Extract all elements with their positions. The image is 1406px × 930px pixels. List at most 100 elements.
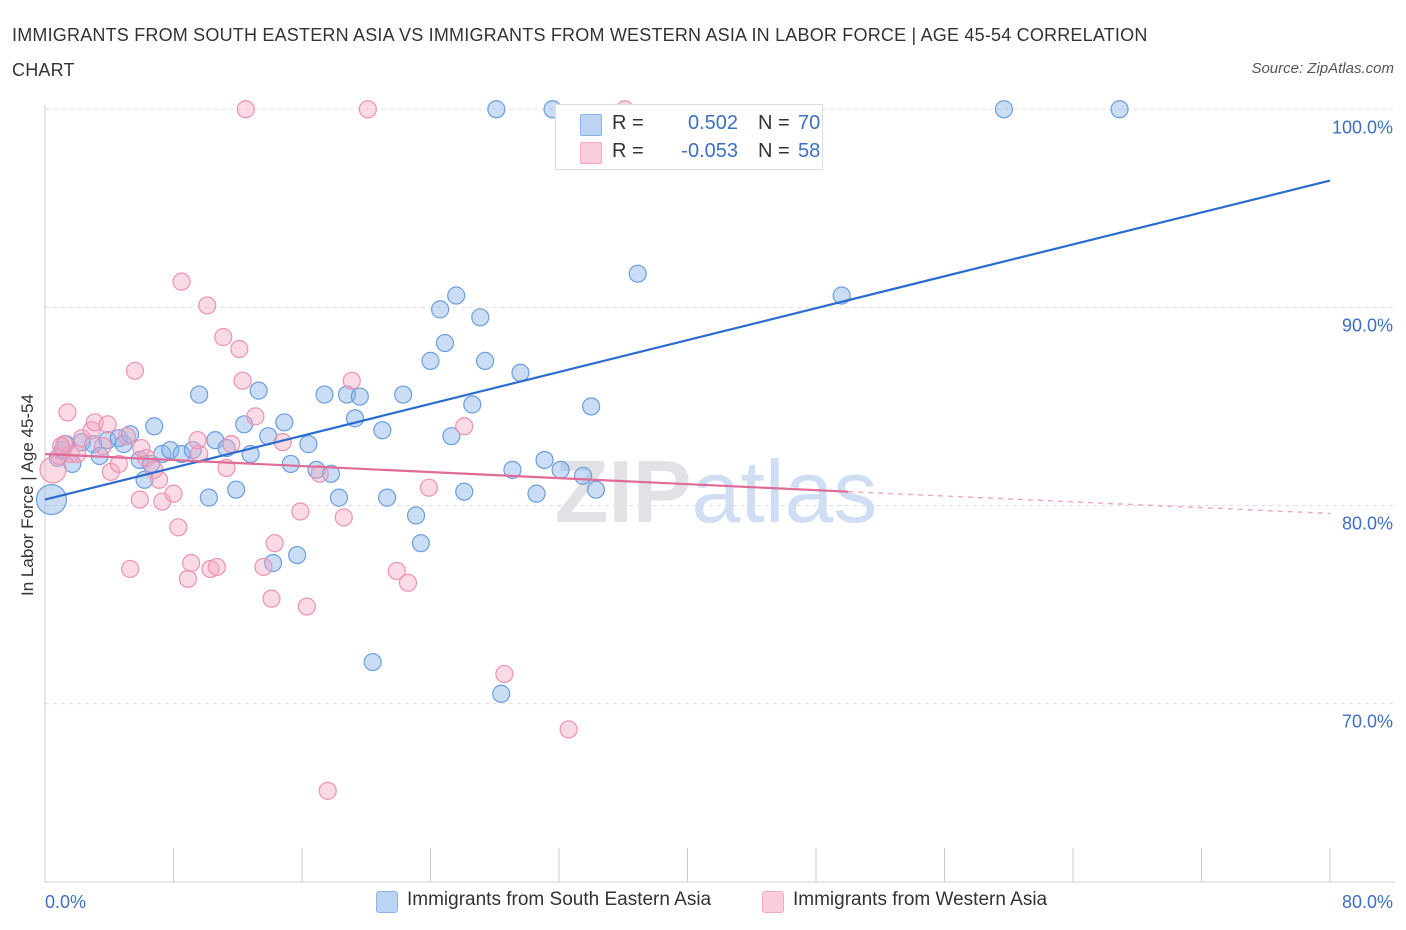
data-point-south-eastern-asia: [455, 482, 474, 501]
data-point-south-eastern-asia: [573, 466, 593, 485]
data-point-south-eastern-asia: [315, 385, 334, 404]
trend-line-south-eastern-asia: [44, 179, 1331, 501]
data-point-south-eastern-asia: [411, 534, 430, 553]
legend-swatch-pink: [580, 142, 602, 164]
data-point-western-asia: [98, 415, 117, 434]
data-point-western-asia: [109, 454, 128, 474]
data-point-western-asia: [190, 444, 209, 464]
legend-n-label: N =: [758, 140, 796, 162]
chart-title: IMMIGRANTS FROM SOUTH EASTERN ASIA VS IM…: [12, 25, 1148, 80]
data-point-south-eastern-asia: [227, 480, 246, 499]
legend-swatch-blue: [580, 114, 602, 136]
legend-r-value: 0.502: [687, 112, 738, 134]
data-point-south-eastern-asia: [535, 450, 554, 470]
tick-labels: 70.0% 80.0% 90.0% 100.0% 0.0% 80.0%: [45, 117, 1393, 912]
legend-n-value: 58: [798, 140, 821, 162]
data-point-western-asia: [51, 436, 71, 456]
data-point-south-eastern-asia: [394, 385, 413, 404]
data-point-western-asia: [172, 272, 191, 291]
bottom-legend-label: Immigrants from South Eastern Asia: [407, 889, 712, 910]
data-point-western-asia: [130, 490, 149, 509]
data-point-western-asia: [559, 720, 578, 739]
legend-row-western-asia: R = -0.053 N = 58: [580, 140, 820, 166]
data-point-western-asia: [262, 589, 281, 608]
trend-lines: [44, 179, 1331, 515]
data-point-western-asia: [230, 339, 249, 359]
series-south-eastern-asia-points: [35, 100, 1129, 703]
data-point-south-eastern-asia: [435, 333, 455, 353]
grid-lines: [45, 108, 1395, 705]
y-tick-label: 100.0%: [1332, 117, 1393, 137]
legend-r-label: R =: [612, 112, 650, 134]
y-axis-label: In Labor Force | Age 45-54: [18, 394, 37, 596]
data-point-western-asia: [188, 431, 207, 450]
data-point-western-asia: [291, 502, 310, 521]
data-point-south-eastern-asia: [299, 435, 318, 454]
legend-row-south-eastern-asia: R = 0.502 N = 70: [580, 112, 820, 138]
data-point-south-eastern-asia: [35, 483, 68, 516]
data-point-south-eastern-asia: [1110, 100, 1129, 119]
bottom-legend-swatch-pink: [762, 891, 784, 913]
bottom-legend-label: Immigrants from Western Asia: [793, 889, 1048, 910]
data-point-south-eastern-asia: [363, 652, 382, 672]
data-point-western-asia: [58, 403, 77, 422]
data-point-south-eastern-asia: [145, 417, 164, 436]
data-point-south-eastern-asia: [161, 440, 180, 460]
data-point-western-asia: [222, 435, 241, 454]
x-tick-label: 0.0%: [45, 892, 86, 912]
legend-n-value: 70: [798, 112, 821, 134]
data-point-western-asia: [207, 557, 226, 577]
data-point-western-asia: [455, 417, 474, 436]
data-point-south-eastern-asia: [586, 480, 606, 499]
data-point-south-eastern-asia: [72, 433, 92, 452]
legend-r-value: -0.053: [681, 140, 738, 162]
data-point-western-asia: [132, 438, 151, 458]
correlation-legend: R = 0.502 N = 70 R = -0.053 N = 58: [555, 104, 823, 170]
data-point-western-asia: [214, 328, 233, 347]
data-point-western-asia: [198, 296, 217, 315]
trend-line-western-asia: [44, 452, 849, 493]
data-point-south-eastern-asia: [378, 488, 397, 507]
data-point-south-eastern-asia: [431, 300, 450, 319]
data-point-western-asia: [387, 561, 406, 581]
data-point-south-eastern-asia: [471, 308, 490, 327]
data-point-south-eastern-asia: [263, 553, 283, 573]
source-label: Source: ZipAtlas.com: [1251, 60, 1394, 77]
data-point-western-asia: [164, 484, 183, 503]
data-point-western-asia: [236, 100, 255, 119]
data-point-western-asia: [178, 569, 198, 588]
y-tick-label: 90.0%: [1342, 315, 1393, 335]
data-point-western-asia: [93, 436, 112, 456]
y-tick-label: 80.0%: [1342, 514, 1393, 534]
data-point-western-asia: [125, 361, 145, 380]
data-point-western-asia: [495, 664, 514, 684]
data-point-south-eastern-asia: [487, 100, 506, 119]
data-point-western-asia: [246, 407, 265, 426]
data-point-western-asia: [55, 435, 74, 454]
data-point-south-eastern-asia: [281, 454, 300, 474]
data-point-south-eastern-asia: [463, 395, 482, 414]
data-point-south-eastern-asia: [172, 444, 191, 464]
data-point-south-eastern-asia: [121, 425, 140, 444]
data-point-south-eastern-asia: [492, 684, 511, 703]
trend-line-western-asia-extrapolated: [848, 490, 1331, 515]
data-point-south-eastern-asia: [527, 484, 546, 503]
data-point-south-eastern-asia: [994, 100, 1014, 119]
data-point-south-eastern-asia: [442, 427, 461, 446]
data-point-western-asia: [265, 534, 284, 553]
legend-r-label: R =: [612, 140, 650, 162]
data-point-south-eastern-asia: [503, 460, 522, 479]
data-point-western-asia: [334, 508, 353, 527]
data-point-south-eastern-asia: [421, 351, 440, 370]
data-point-south-eastern-asia: [275, 413, 294, 432]
data-point-south-eastern-asia: [199, 488, 218, 507]
x-tick-label: 80.0%: [1342, 892, 1393, 912]
data-point-western-asia: [297, 597, 316, 616]
data-point-south-eastern-asia: [190, 385, 209, 404]
data-point-south-eastern-asia: [249, 381, 268, 400]
data-point-western-asia: [254, 557, 273, 577]
data-point-western-asia: [342, 371, 361, 390]
data-point-south-eastern-asia: [551, 460, 570, 479]
data-point-western-asia: [39, 456, 67, 484]
